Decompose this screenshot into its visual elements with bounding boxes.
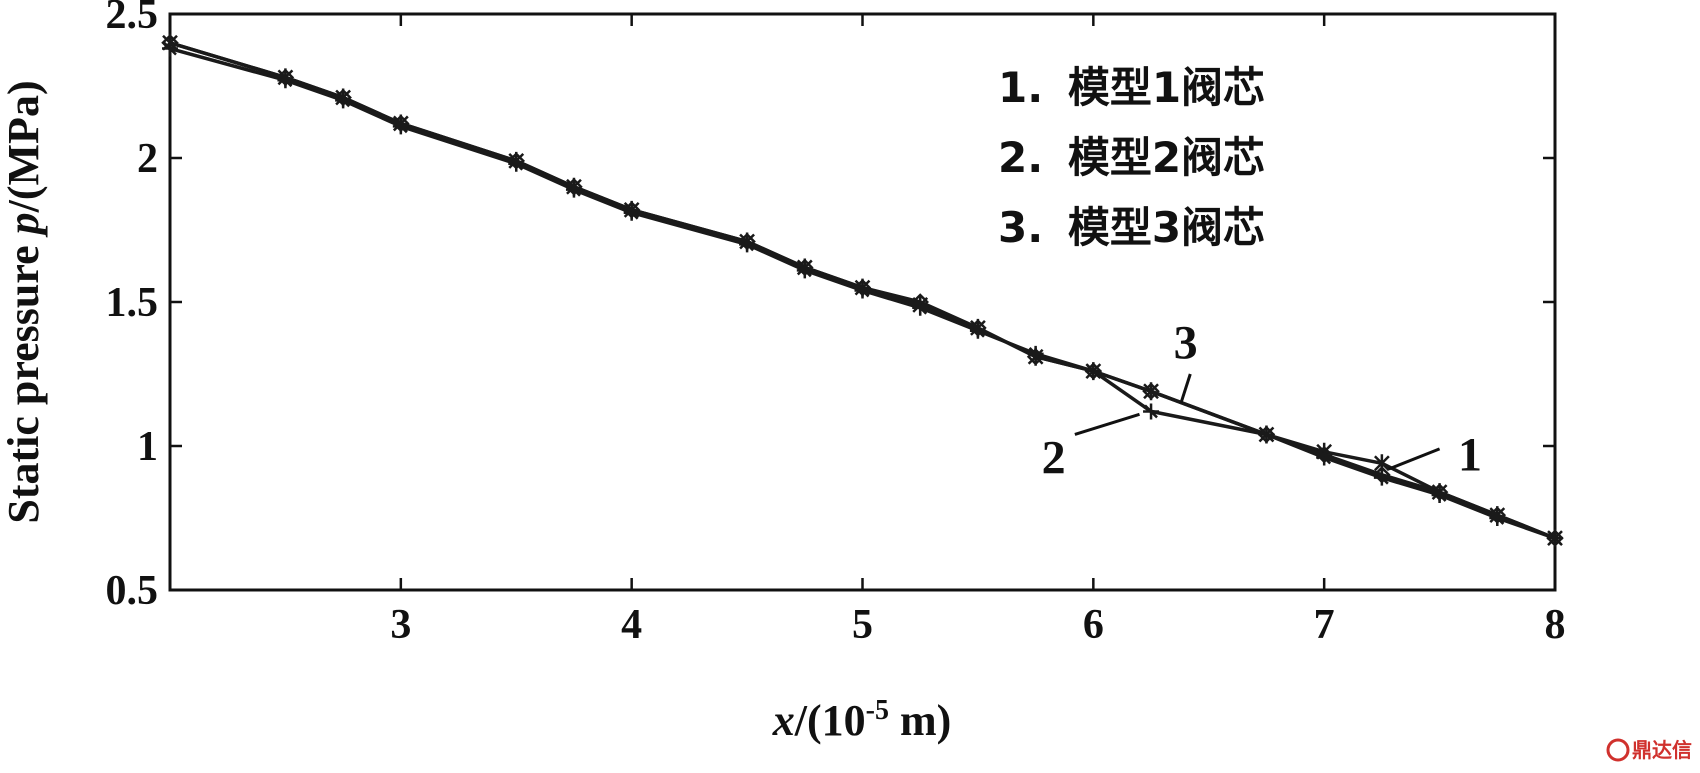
legend-item-3: 3. 模型3阀芯 [998,203,1265,252]
x-tick-label: 6 [1083,602,1104,648]
watermark-text: 鼎达信 [1632,738,1692,762]
callout-label: 3 [1174,316,1198,369]
data-point [276,68,295,87]
data-point [161,34,179,52]
legend-label: 模型3阀芯 [1068,203,1265,252]
y-tick-label: 2 [137,136,158,182]
series-3 [161,34,1564,547]
data-point [1373,466,1391,484]
data-point [1488,506,1507,524]
watermark: 鼎达信 [1606,738,1692,762]
x-tick-label: 3 [390,602,411,648]
data-point [565,178,583,196]
callout-label: 2 [1042,432,1066,485]
legend-label: 模型1阀芯 [1068,63,1265,112]
y-axis-title: Static pressure p/(MPa) [0,80,48,523]
series-line [169,41,1556,540]
y-tick-label: 0.5 [106,568,159,614]
data-point [392,114,410,133]
x-tick-label: 8 [1545,602,1566,648]
y-axis-label: Static pressure [0,234,48,523]
data-point [853,278,872,297]
x-axis-title: x/(10-5 m) [772,695,952,745]
data-point [1026,347,1045,366]
y-tick-label: 2.5 [106,0,159,38]
y-tick-label: 1 [137,424,158,470]
x-axis-variable: x [772,696,795,745]
y-tick-label: 1.5 [106,280,159,326]
callout-label: 1 [1458,429,1482,482]
data-point [1546,529,1564,547]
x-tick-label: 5 [852,602,873,648]
data-point [738,232,756,251]
data-point [1143,403,1160,420]
legend: 1. 模型1阀芯 2. 模型2阀芯 3. 模型3阀芯 [998,63,1265,252]
legend-item-2: 2. 模型2阀芯 [998,133,1265,182]
legend-num: 3. [998,203,1043,252]
callout-1: 1 [1388,429,1482,482]
x-tick-label: 4 [621,602,642,648]
data-point [1315,445,1333,464]
data-point [911,293,929,311]
callout-2: 2 [1042,412,1140,485]
callout-leader-line [1074,412,1140,436]
legend-num: 2. [998,133,1043,182]
x-axis-exponent: -5 [866,695,889,726]
x-axis-prefix: /(10 [794,696,866,745]
legend-num: 1. [998,63,1043,112]
callout-3: 3 [1174,316,1198,404]
data-point [969,319,987,337]
data-point [1084,362,1103,380]
callout-leader-line [1179,373,1192,404]
x-tick-label: 7 [1314,602,1335,648]
dingdaxin-logo-icon [1606,738,1630,762]
data-point [1257,425,1276,444]
plot-frame [168,12,1557,592]
data-point [622,201,641,219]
data-point [334,88,352,107]
data-point [796,258,814,277]
x-axis-unit: m) [889,696,951,745]
legend-label: 模型2阀芯 [1068,133,1265,182]
data-point [507,152,526,170]
data-point [1430,483,1449,501]
legend-item-1: 1. 模型1阀芯 [998,63,1265,112]
y-axis-unit: /(MPa) [0,80,48,213]
data-point [1142,382,1160,401]
y-axis-variable: p [0,212,48,238]
callout-leader-line [1388,447,1441,471]
